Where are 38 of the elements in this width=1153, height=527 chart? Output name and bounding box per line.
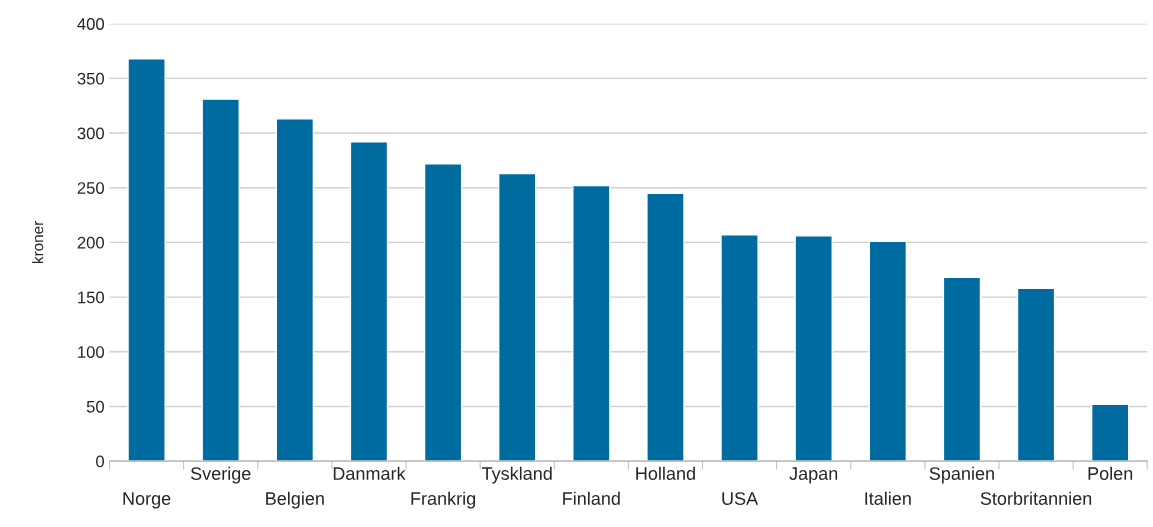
bar [127,58,166,462]
x-tick-label: Danmark [333,466,406,480]
y-tick-label: 0 [96,455,105,468]
bar [201,98,240,462]
y-tick-label: 350 [77,72,105,85]
y-tick-label: 50 [86,400,105,413]
y-tick-label: 300 [77,127,105,140]
bar [423,162,463,462]
x-tick-label: Sverige [190,466,251,484]
y-tick-label: 250 [77,182,105,194]
bar [646,192,685,462]
x-tick-label: Holland [636,466,695,480]
x-tick-label: Belgien [266,491,324,509]
x-tick-label: Tyskland [481,466,552,484]
x-tick-label: Polen [1088,466,1133,480]
x-tick-label: Italien [865,491,911,505]
y-tick-label: 400 [77,18,105,30]
x-tick-label: USA [722,492,759,505]
bar [349,141,389,462]
x-tick-label: Spanien [929,466,994,484]
bar [572,184,611,462]
bar [720,234,759,462]
x-tick-label: Storbritannien [980,491,1092,505]
bar [1016,287,1056,462]
bar [1090,403,1130,462]
bar [942,276,982,462]
y-axis-title: kroner [32,221,44,264]
x-tick-label: Japan [789,467,838,484]
y-tick-label: 100 [78,346,105,358]
bar [794,235,833,462]
bar [497,172,537,462]
x-tick-label: Frankrig [411,491,476,509]
y-tick-label: 150 [78,291,105,304]
bar [275,118,315,462]
bar [868,240,908,462]
x-tick-label: Norge [123,492,171,509]
y-tick-label: 200 [77,236,105,249]
x-tick-label: Finland [563,491,620,505]
